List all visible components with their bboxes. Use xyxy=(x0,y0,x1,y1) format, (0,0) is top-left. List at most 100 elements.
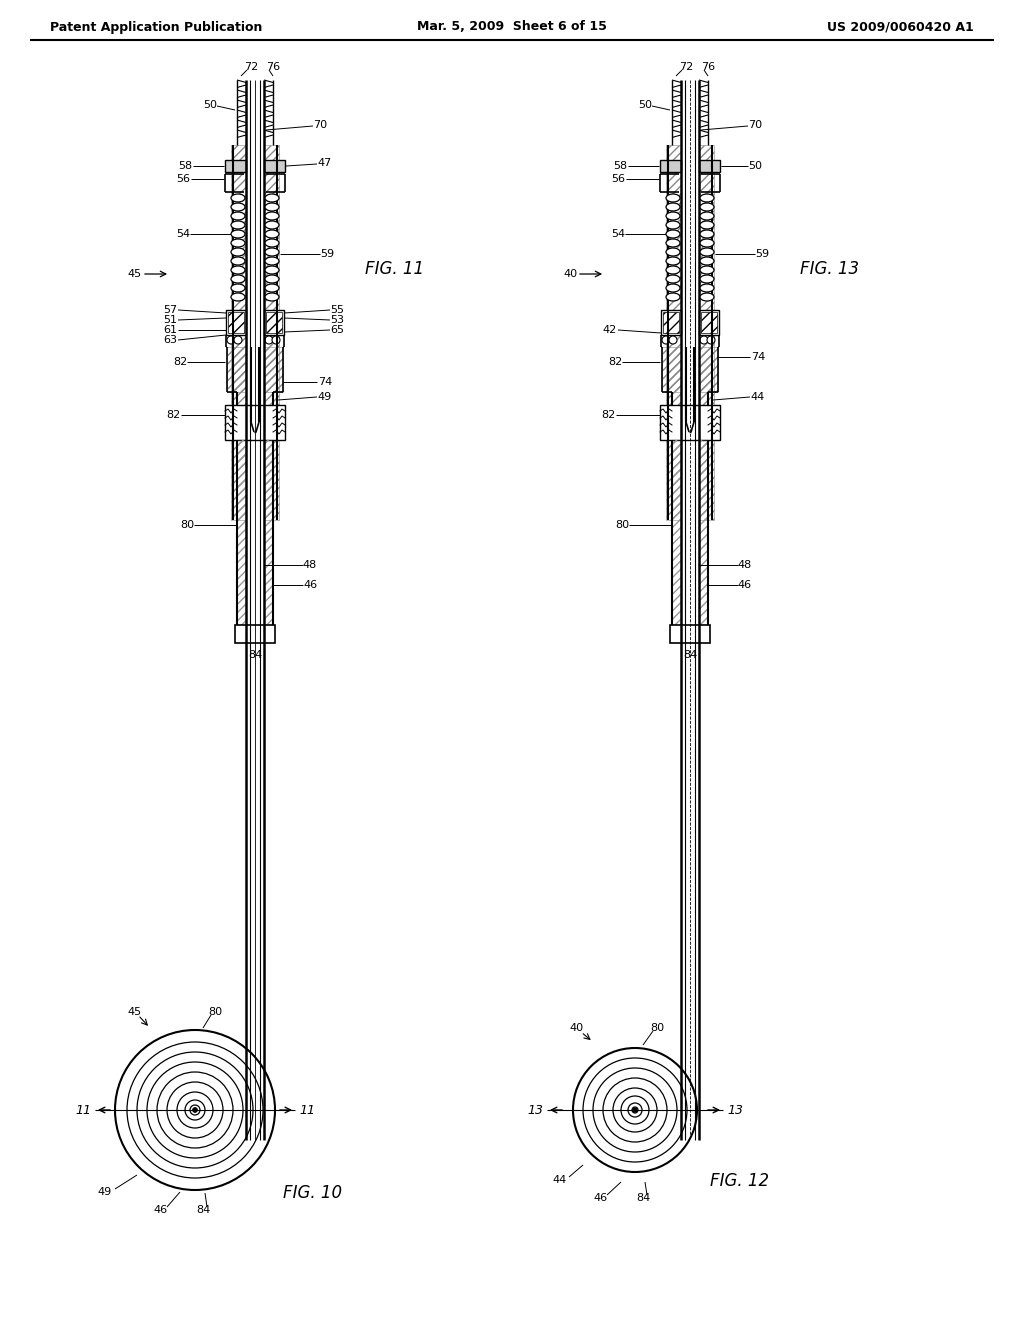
Bar xyxy=(660,160,681,172)
Ellipse shape xyxy=(265,213,279,220)
Bar xyxy=(663,312,679,333)
Text: 55: 55 xyxy=(330,305,344,315)
Ellipse shape xyxy=(265,239,279,247)
Text: 58: 58 xyxy=(613,161,627,172)
Ellipse shape xyxy=(265,267,279,275)
Text: 40: 40 xyxy=(570,1023,584,1034)
Text: 76: 76 xyxy=(701,62,715,73)
Circle shape xyxy=(272,337,280,345)
Bar xyxy=(226,310,246,335)
Text: US 2009/0060420 A1: US 2009/0060420 A1 xyxy=(827,21,974,33)
Text: 44: 44 xyxy=(751,392,765,403)
Bar xyxy=(699,160,720,172)
Text: 74: 74 xyxy=(751,352,765,362)
Bar xyxy=(264,347,283,392)
Ellipse shape xyxy=(265,220,279,228)
Text: 54: 54 xyxy=(176,228,190,239)
Ellipse shape xyxy=(666,248,680,256)
Circle shape xyxy=(227,337,234,345)
Text: 82: 82 xyxy=(166,411,180,420)
Text: 46: 46 xyxy=(738,579,752,590)
Ellipse shape xyxy=(265,275,279,282)
Text: 46: 46 xyxy=(303,579,317,590)
Text: 82: 82 xyxy=(601,411,615,420)
Bar xyxy=(231,145,246,520)
Ellipse shape xyxy=(231,230,245,238)
Text: 80: 80 xyxy=(208,1007,222,1016)
Text: 61: 61 xyxy=(163,325,177,335)
Ellipse shape xyxy=(265,293,279,301)
Text: 84: 84 xyxy=(636,1193,650,1203)
Text: 45: 45 xyxy=(128,1007,142,1016)
Bar xyxy=(699,440,708,624)
Ellipse shape xyxy=(265,230,279,238)
Text: 56: 56 xyxy=(176,174,190,183)
Bar xyxy=(234,624,275,643)
Text: 59: 59 xyxy=(319,249,334,259)
Text: 70: 70 xyxy=(748,120,762,129)
Bar xyxy=(264,160,285,172)
Text: 74: 74 xyxy=(317,378,332,387)
Text: FIG. 12: FIG. 12 xyxy=(710,1172,769,1191)
Text: 70: 70 xyxy=(313,120,327,129)
Text: 65: 65 xyxy=(330,325,344,335)
Ellipse shape xyxy=(700,239,714,247)
Ellipse shape xyxy=(666,275,680,282)
Text: FIG. 10: FIG. 10 xyxy=(283,1184,342,1203)
Text: 50: 50 xyxy=(638,100,652,110)
Text: 46: 46 xyxy=(593,1193,607,1203)
Text: 13: 13 xyxy=(727,1104,743,1117)
Ellipse shape xyxy=(231,239,245,247)
Ellipse shape xyxy=(231,203,245,211)
Text: 76: 76 xyxy=(266,62,280,73)
Circle shape xyxy=(700,337,708,345)
Ellipse shape xyxy=(700,275,714,282)
Ellipse shape xyxy=(700,284,714,292)
Ellipse shape xyxy=(231,267,245,275)
Text: 42: 42 xyxy=(603,325,617,335)
Bar xyxy=(699,310,719,335)
Bar xyxy=(264,440,273,624)
Text: 54: 54 xyxy=(611,228,625,239)
Text: FIG. 11: FIG. 11 xyxy=(365,260,424,279)
Bar xyxy=(701,312,717,333)
Ellipse shape xyxy=(666,293,680,301)
Ellipse shape xyxy=(700,267,714,275)
Ellipse shape xyxy=(265,257,279,265)
Bar xyxy=(228,312,244,333)
Text: 80: 80 xyxy=(180,520,195,531)
Ellipse shape xyxy=(265,194,279,202)
Bar xyxy=(225,160,246,172)
Circle shape xyxy=(707,337,715,345)
Text: 84: 84 xyxy=(683,649,697,660)
Ellipse shape xyxy=(231,257,245,265)
Bar xyxy=(266,312,282,333)
Ellipse shape xyxy=(666,284,680,292)
Ellipse shape xyxy=(231,293,245,301)
Text: 84: 84 xyxy=(248,649,262,660)
Bar xyxy=(660,405,720,440)
Ellipse shape xyxy=(666,230,680,238)
Ellipse shape xyxy=(700,213,714,220)
Text: 46: 46 xyxy=(153,1205,167,1214)
Bar xyxy=(225,405,285,440)
Text: Patent Application Publication: Patent Application Publication xyxy=(50,21,262,33)
Bar xyxy=(237,440,246,624)
Ellipse shape xyxy=(700,293,714,301)
Bar xyxy=(264,310,284,335)
Ellipse shape xyxy=(700,203,714,211)
Ellipse shape xyxy=(231,284,245,292)
Text: 72: 72 xyxy=(679,62,693,73)
Bar xyxy=(699,347,718,392)
Text: 13: 13 xyxy=(527,1104,543,1117)
Ellipse shape xyxy=(231,194,245,202)
Text: 56: 56 xyxy=(611,174,625,183)
Ellipse shape xyxy=(265,203,279,211)
Text: 40: 40 xyxy=(563,269,578,279)
Text: 57: 57 xyxy=(163,305,177,315)
Circle shape xyxy=(265,337,273,345)
Text: 80: 80 xyxy=(650,1023,664,1034)
Text: 72: 72 xyxy=(244,62,258,73)
Text: 44: 44 xyxy=(553,1175,567,1185)
Ellipse shape xyxy=(265,248,279,256)
